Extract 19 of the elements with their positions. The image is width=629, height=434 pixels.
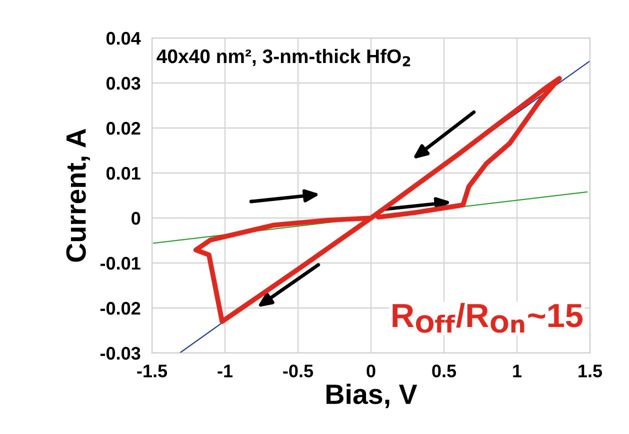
- y-axis-title: Current, A: [66, 128, 90, 262]
- y-tick-label: -0.03: [100, 346, 140, 360]
- x-axis-title: Bias, V: [326, 384, 418, 408]
- x-tick-label: -0.5: [283, 364, 314, 378]
- x-tick-label: 1.5: [578, 364, 602, 378]
- x-tick-label: 1: [513, 364, 522, 378]
- y-tick-label: 0.03: [106, 76, 140, 90]
- annotation: R$_{Off}$/R$_{On}$~15: [392, 302, 582, 333]
- x-tick-label: -1.5: [137, 364, 168, 378]
- text: 40x40 nm², 3-nm-thick HfO$_{2}$: [156, 48, 410, 66]
- y-tick-label: -0.02: [100, 302, 140, 315]
- x-tick-label: 0.5: [432, 364, 456, 378]
- x-tick-label: -1: [218, 364, 233, 378]
- y-tick-label: 0.02: [106, 122, 140, 135]
- y-tick-label: 0.04: [106, 32, 141, 45]
- y-tick-label: 0: [132, 212, 140, 225]
- y-tick-label: -0.01: [100, 256, 140, 270]
- y-tick-label: 0.01: [106, 166, 140, 180]
- x-tick-label: 0: [366, 364, 376, 378]
